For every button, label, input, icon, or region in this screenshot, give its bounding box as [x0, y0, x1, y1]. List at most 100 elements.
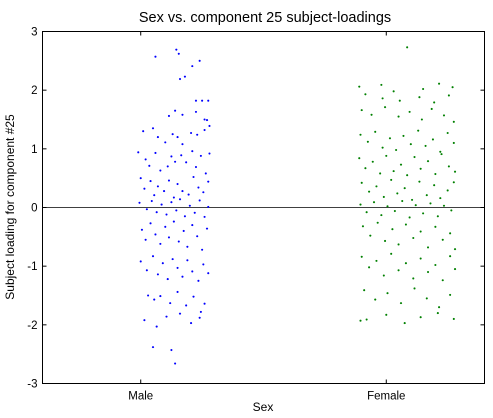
- data-point: [372, 201, 376, 204]
- data-point: [183, 215, 186, 218]
- data-point: [406, 174, 409, 177]
- data-point: [452, 317, 455, 321]
- data-point: [385, 154, 388, 157]
- data-point: [156, 273, 159, 276]
- data-point: [369, 234, 372, 237]
- data-point: [159, 242, 162, 245]
- data-point: [370, 113, 373, 116]
- data-point: [411, 198, 414, 201]
- data-point: [430, 107, 433, 110]
- data-point: [358, 157, 361, 160]
- y-tick-label: -3: [27, 379, 37, 391]
- data-point: [419, 257, 422, 260]
- data-point: [205, 119, 209, 122]
- data-point: [419, 316, 422, 319]
- data-point: [453, 268, 457, 271]
- data-point: [439, 150, 442, 153]
- data-point: [418, 180, 421, 183]
- data-point: [414, 204, 417, 207]
- data-point: [403, 187, 406, 190]
- data-point: [166, 165, 169, 168]
- data-point: [425, 297, 428, 300]
- data-point: [403, 322, 406, 325]
- data-point: [181, 275, 184, 278]
- data-point: [203, 302, 206, 305]
- data-point: [374, 130, 377, 133]
- data-point: [426, 160, 430, 163]
- data-point: [187, 193, 190, 196]
- data-point: [395, 148, 398, 152]
- data-point: [147, 294, 150, 297]
- data-point: [165, 213, 168, 216]
- series-female: [358, 46, 457, 325]
- data-point: [447, 94, 450, 97]
- data-point: [440, 153, 443, 156]
- data-point: [451, 86, 454, 89]
- data-point: [384, 106, 387, 109]
- data-point: [442, 114, 446, 117]
- data-point: [207, 205, 210, 208]
- data-point: [397, 243, 400, 246]
- data-point: [142, 130, 145, 133]
- data-point: [192, 295, 195, 298]
- data-point: [449, 232, 452, 235]
- x-tick-label-female: Female: [367, 391, 405, 403]
- data-point: [375, 259, 378, 262]
- data-point: [366, 140, 369, 143]
- data-point: [185, 161, 188, 164]
- data-point: [182, 229, 185, 233]
- data-point: [171, 133, 174, 136]
- data-point: [413, 155, 416, 159]
- data-point: [390, 178, 393, 181]
- data-point: [192, 175, 195, 179]
- y-tick-label: 1: [31, 144, 37, 156]
- data-point: [137, 151, 140, 154]
- data-point: [413, 287, 416, 290]
- data-point: [365, 211, 368, 214]
- data-point: [139, 177, 142, 180]
- data-point: [426, 270, 430, 274]
- data-point: [177, 240, 180, 243]
- data-point: [359, 203, 362, 206]
- x-tick-label-male: Male: [128, 391, 153, 403]
- data-point: [388, 137, 392, 140]
- data-point: [191, 270, 194, 273]
- data-point: [205, 227, 209, 230]
- data-point: [140, 228, 143, 231]
- data-point: [164, 141, 167, 144]
- data-point: [364, 93, 367, 96]
- data-point: [361, 225, 365, 228]
- data-point: [401, 199, 404, 203]
- data-point: [155, 325, 158, 328]
- data-point: [360, 109, 363, 112]
- data-point: [165, 315, 168, 318]
- data-point: [166, 278, 169, 281]
- data-point: [431, 138, 434, 141]
- data-point: [198, 199, 201, 202]
- data-point: [434, 173, 437, 176]
- data-point: [386, 292, 389, 295]
- data-point: [175, 209, 178, 212]
- data-point: [412, 277, 415, 280]
- data-point: [452, 141, 455, 145]
- data-point: [186, 259, 189, 262]
- data-point: [376, 221, 379, 224]
- data-point: [167, 179, 171, 182]
- data-point: [452, 120, 455, 123]
- data-points: [137, 46, 457, 365]
- data-point: [194, 99, 198, 102]
- data-point: [402, 134, 405, 137]
- data-point: [194, 165, 198, 169]
- y-axis: -3 -2 -1 0 1 2 3: [27, 27, 485, 391]
- data-point: [176, 136, 179, 139]
- data-point: [360, 255, 363, 258]
- data-point: [145, 269, 148, 272]
- data-point: [153, 194, 156, 197]
- data-point: [170, 155, 173, 158]
- data-point: [171, 258, 174, 261]
- data-point: [159, 295, 162, 298]
- data-point: [197, 279, 200, 282]
- data-point: [194, 110, 198, 113]
- data-point: [406, 46, 409, 49]
